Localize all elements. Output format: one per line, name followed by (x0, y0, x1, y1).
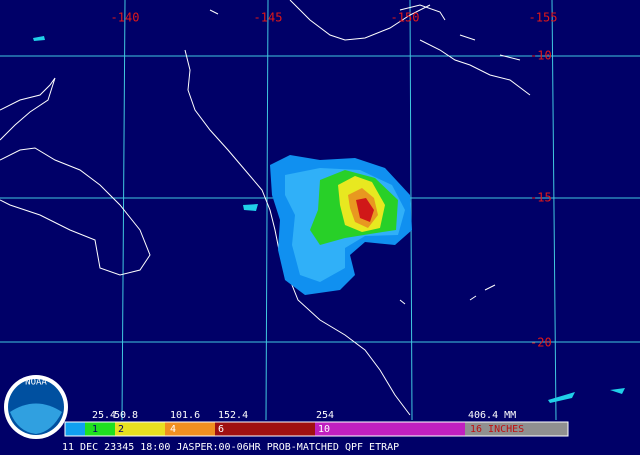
longitude-label: -145 (254, 11, 283, 25)
legend-inch-label: 16 INCHES (470, 424, 524, 435)
legend-mm-label: 50.8 (114, 410, 138, 421)
noaa-logo: NOAA (4, 375, 68, 439)
legend-mm-label: 25.4 (92, 410, 116, 421)
legend-inch-label: 10 (318, 424, 330, 435)
coastline (0, 0, 625, 416)
latitude-label: -10 (530, 49, 552, 63)
latitude-label: -20 (530, 336, 552, 350)
longitude-label: -140 (111, 11, 140, 25)
colorbar (64, 421, 569, 437)
legend-inch-label: 4 (170, 424, 176, 435)
legend-inch-label: 2 (118, 424, 124, 435)
longitude-label: -155 (529, 11, 558, 25)
legend-inch-label: 1 (92, 424, 98, 435)
longitude-label: -150 (391, 11, 420, 25)
legend-mm-label: 406.4 MM (468, 410, 516, 421)
caption: 11 DEC 23345 18:00 JASPER:00-06HR PROB-M… (62, 442, 399, 453)
precipitation (270, 155, 412, 295)
latitude-label: -15 (530, 191, 552, 205)
legend-inch-label: 6 (218, 424, 224, 435)
legend-mm-label: 101.6 (170, 410, 200, 421)
legend-mm-label: 254 (316, 410, 334, 421)
legend-mm-label: 152.4 (218, 410, 248, 421)
logo-text: NOAA (25, 378, 47, 388)
